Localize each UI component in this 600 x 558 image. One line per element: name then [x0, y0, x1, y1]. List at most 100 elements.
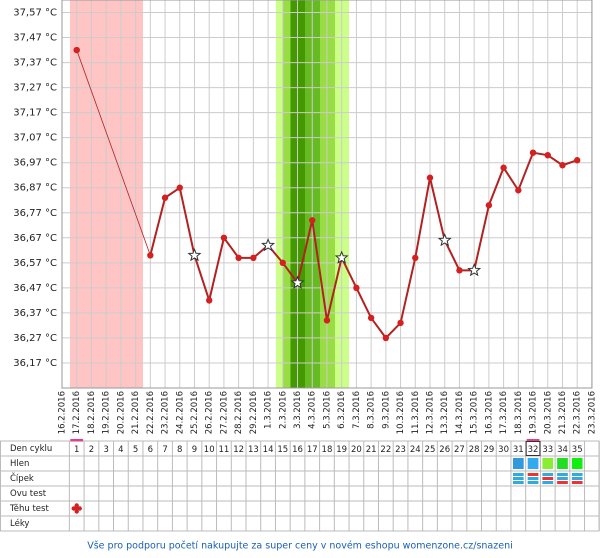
point	[250, 254, 257, 262]
point	[220, 234, 228, 242]
x-tick-label: 20.2.2016	[116, 391, 126, 434]
x-tick-label: 23.3.2016	[587, 391, 597, 434]
star-point	[467, 262, 482, 277]
row-label: Ovu test	[10, 489, 47, 499]
cervix-cell	[557, 473, 568, 476]
point	[367, 314, 375, 322]
cycle-day: 24	[410, 445, 421, 455]
y-tick-label: 36,67 °C	[13, 233, 57, 244]
cycle-day: 11	[219, 445, 230, 455]
x-tick-label: 3.3.2016	[293, 391, 303, 429]
cycle-day: 18	[322, 445, 333, 455]
cycle-day: 7	[162, 445, 167, 455]
cervix-cell	[527, 481, 539, 484]
cycle-day: 21	[366, 445, 377, 455]
x-tick-label: 2.3.2016	[278, 391, 288, 429]
cycle-day: 34	[557, 445, 568, 455]
cycle-day: 3	[103, 445, 108, 455]
mucus-cell	[571, 458, 583, 469]
point	[73, 46, 80, 54]
point	[500, 164, 507, 171]
cycle-day: 20	[351, 445, 362, 455]
x-tick-label: 10.3.2016	[396, 391, 406, 434]
y-tick-label: 36,47 °C	[13, 283, 57, 294]
cycle-day: 8	[177, 445, 182, 455]
cervix-cell	[512, 473, 524, 476]
cycle-day: 26	[439, 445, 450, 455]
footer-link[interactable]: Vše pro podporu početí nakupujte za supe…	[87, 541, 513, 552]
gap-bridge	[76, 49, 151, 256]
point	[544, 152, 551, 159]
plot-border	[61, 0, 593, 389]
star-point	[187, 247, 202, 262]
point	[309, 217, 316, 224]
y-tick-label: 37,07 °C	[13, 133, 57, 144]
x-tick-label: 25.2.2016	[190, 391, 200, 434]
y-tick-label: 37,17 °C	[13, 108, 57, 119]
cervix-cell	[557, 477, 568, 480]
cycle-day: 29	[483, 445, 494, 455]
x-tick-label: 16.2.2016	[58, 391, 68, 434]
table-row	[0, 485, 600, 502]
table-row	[0, 470, 600, 487]
point	[176, 184, 183, 191]
y-tick-label: 36,27 °C	[13, 333, 57, 344]
table-row	[0, 515, 600, 532]
y-tick-label: 37,47 °C	[13, 33, 57, 44]
cycle-day: 16	[292, 445, 303, 455]
y-tick-label: 36,97 °C	[13, 158, 57, 169]
row-label: Léky	[10, 518, 29, 529]
cycle-day: 31	[513, 445, 524, 455]
cervix-cell	[542, 473, 554, 476]
x-tick-label: 27.2.2016	[219, 391, 229, 434]
point	[353, 284, 360, 292]
x-tick-label: 22.2.2016	[146, 391, 156, 434]
cycle-day: 14	[263, 445, 274, 455]
point	[323, 317, 331, 324]
star-point	[334, 250, 349, 264]
x-tick-label: 19.3.2016	[529, 391, 539, 434]
point	[529, 149, 537, 156]
y-tick-label: 36,37 °C	[13, 308, 57, 319]
cervix-cell	[571, 481, 583, 484]
x-tick-label: 1.3.2016	[264, 391, 274, 429]
cycle-day: 19	[336, 445, 347, 455]
x-tick-label: 9.3.2016	[381, 391, 391, 429]
point	[161, 194, 169, 201]
x-tick-label: 6.3.2016	[337, 391, 347, 429]
cycle-day: 1	[74, 445, 79, 455]
x-tick-label: 17.3.2016	[499, 391, 509, 434]
table-row	[0, 500, 600, 517]
cycle-day: 23	[395, 445, 406, 455]
star-point	[261, 237, 276, 252]
mucus-cell	[527, 458, 539, 469]
point	[485, 202, 493, 209]
x-tick-label: 18.2.2016	[87, 391, 97, 434]
cycle-day: 10	[204, 445, 215, 455]
cervix-cell	[512, 481, 524, 484]
x-tick-label: 12.3.2016	[426, 391, 436, 434]
cycle-day: 5	[133, 445, 138, 455]
cycle-day: 35	[572, 445, 583, 455]
x-tick-label: 21.2.2016	[131, 391, 141, 434]
x-tick-label: 21.3.2016	[558, 391, 568, 434]
mucus-cell	[542, 458, 554, 469]
cervix-cell	[542, 481, 554, 484]
cycle-day: 15	[277, 445, 288, 455]
day-marker	[70, 439, 84, 442]
cycle-day: 33	[542, 445, 553, 455]
point	[382, 334, 390, 342]
x-tick-label: 28.2.2016	[234, 391, 244, 434]
x-tick-label: 5.3.2016	[322, 391, 332, 429]
cervix-cell	[527, 473, 539, 476]
point	[574, 157, 581, 164]
x-tick-label: 26.2.2016	[205, 391, 215, 434]
y-tick-label: 37,27 °C	[13, 83, 57, 94]
cervix-cell	[571, 473, 583, 476]
point	[412, 254, 419, 262]
day-marker	[526, 439, 540, 442]
x-tick-label: 15.3.2016	[470, 391, 480, 434]
cycle-day: 17	[307, 445, 318, 455]
